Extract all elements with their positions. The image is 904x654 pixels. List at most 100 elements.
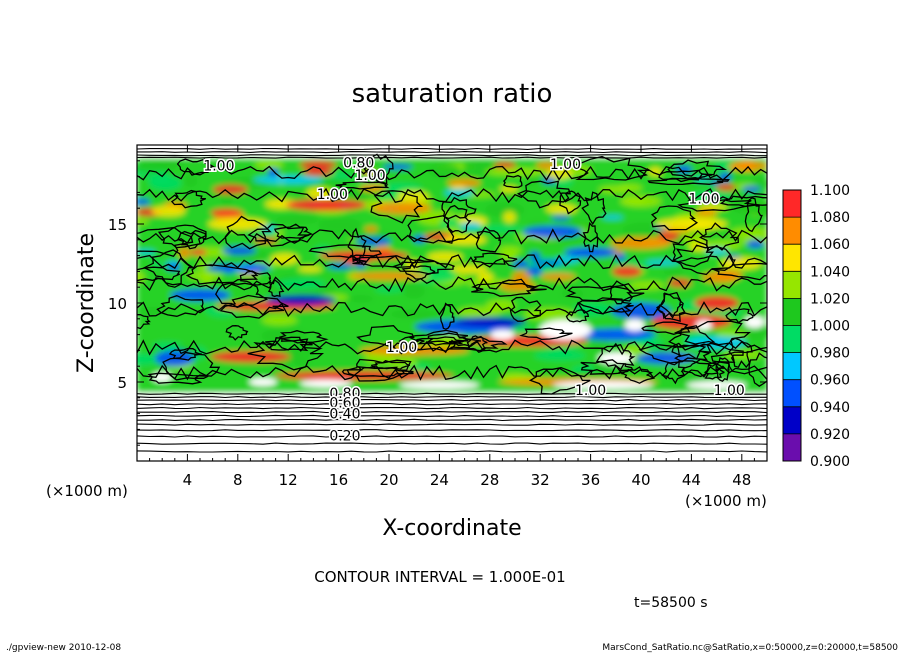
contour-line-1-00 xyxy=(503,174,523,189)
field-blob xyxy=(212,184,248,195)
field-blob xyxy=(427,251,463,262)
x-tick-label: 4 xyxy=(183,471,193,489)
field-white-patch xyxy=(249,378,277,386)
field-blob xyxy=(293,357,310,367)
contour-line-1-00 xyxy=(156,295,205,317)
field-feature xyxy=(286,199,366,212)
field-blob xyxy=(503,211,516,223)
field-feature xyxy=(575,328,656,341)
colorbar: 0.900 0.920 0.940 0.960 0.980 1.000 1.020 1.040… xyxy=(782,183,850,470)
field-feature xyxy=(253,175,324,184)
field-blob xyxy=(493,161,516,169)
contour-line-lower xyxy=(137,435,767,438)
contour-label: 0.60 xyxy=(329,396,360,412)
contour-line-1-00 xyxy=(509,296,542,322)
field-blob xyxy=(184,174,198,187)
field-white-patch xyxy=(553,381,654,390)
contour-label: 1.00 xyxy=(317,187,348,203)
field-blob xyxy=(382,163,413,170)
colorbar-label: 0.980 xyxy=(810,346,850,362)
field-feature xyxy=(564,247,617,258)
contour-line-1-00 xyxy=(748,352,767,387)
field-blob xyxy=(601,215,624,220)
field-feature xyxy=(170,289,230,302)
contour-line-1-00 xyxy=(671,239,714,268)
field-blob xyxy=(190,248,208,256)
footer-right: MarsCond_SatRatio.nc@SatRatio,x=0:50000,… xyxy=(602,643,898,653)
field-blob xyxy=(697,204,728,211)
contour-line-1-00 xyxy=(278,330,329,344)
field-feature xyxy=(611,302,671,319)
y-axis-label: Z-coordinate xyxy=(74,233,99,373)
contour-line-1-00 xyxy=(471,252,518,265)
field-blob xyxy=(364,225,378,233)
contour-line-1-00 xyxy=(215,282,269,309)
field-blob xyxy=(628,280,666,290)
time-text: t=58500 s xyxy=(634,595,708,611)
contour-line-lower xyxy=(137,414,767,418)
field-blob xyxy=(741,185,761,192)
field-feature xyxy=(655,218,728,230)
contour-line-lower xyxy=(137,392,767,395)
contour-line-1-00 xyxy=(247,223,310,247)
plot-area: 1.00 0.801.001.001.00 1.001.001.00 1.000.80… xyxy=(137,145,767,461)
field-blob xyxy=(477,272,494,281)
contour-line-1-00 xyxy=(308,244,383,259)
contour-line-1-00 xyxy=(137,339,767,356)
contour-line-1-00 xyxy=(407,215,455,244)
contour-line-lower xyxy=(137,418,767,422)
colorbar-swatch xyxy=(783,433,801,461)
contour-line-1-00 xyxy=(137,364,767,381)
contour-line-1-00 xyxy=(617,366,656,384)
contour-line-1-00 xyxy=(137,276,767,293)
contour-line-1-00 xyxy=(224,215,272,250)
field-blob xyxy=(428,163,461,179)
contour-line-1-00 xyxy=(157,224,207,249)
colorbar-swatch xyxy=(783,325,801,353)
field-white-patch xyxy=(399,381,480,390)
y-tick-label: 5 xyxy=(117,374,127,392)
colorbar-label: 0.960 xyxy=(810,373,850,389)
contour-line-1-00 xyxy=(137,165,767,181)
contour-line-1-00 xyxy=(137,254,767,270)
contour-line-1-00 xyxy=(519,327,573,341)
colorbar-swatch xyxy=(783,217,801,245)
y-tick-label: 10 xyxy=(108,295,127,313)
field-feature xyxy=(210,350,291,363)
field-blob xyxy=(137,198,151,206)
field-blob xyxy=(662,268,685,276)
field-feature xyxy=(442,234,487,245)
x-tick-label: 48 xyxy=(732,471,751,489)
field-blob xyxy=(526,266,543,276)
field-blob xyxy=(220,191,234,206)
footer-left: ./gpview-new 2010-12-08 xyxy=(6,643,121,653)
contour-line-1-00 xyxy=(439,302,455,330)
x-tick-label: 20 xyxy=(379,471,398,489)
contour-line-1-00 xyxy=(392,258,455,275)
field-blob xyxy=(447,178,481,188)
colorbar-label: 1.000 xyxy=(810,319,850,335)
contour-line-1-00 xyxy=(677,199,760,212)
colorbar-label: 1.060 xyxy=(810,237,850,253)
colorbar-swatch xyxy=(783,406,801,434)
y-tick-label: 15 xyxy=(108,216,127,234)
contour-line-1-00 xyxy=(582,221,599,253)
field-white-patch xyxy=(539,319,592,340)
field-white-patch xyxy=(490,329,515,340)
colorbar-swatch xyxy=(783,298,801,326)
contour-line-1-00 xyxy=(580,359,634,375)
x-tick-label: 16 xyxy=(329,471,348,489)
field-blob xyxy=(460,222,482,230)
colorbar-swatch xyxy=(783,244,801,272)
colorbar-swatch xyxy=(783,379,801,407)
contour-label: 0.80 xyxy=(343,155,374,171)
colorbar-swatch xyxy=(783,352,801,380)
x-unit-left: (×1000 m) xyxy=(46,482,128,500)
field-feature xyxy=(371,202,432,215)
contour-line-lower xyxy=(137,395,767,399)
field-blob xyxy=(137,218,150,225)
field-white-patch xyxy=(300,379,352,388)
x-axis-label: X-coordinate xyxy=(382,516,521,541)
contour-line-upper xyxy=(137,156,767,159)
contour-line-1-00 xyxy=(448,336,508,352)
